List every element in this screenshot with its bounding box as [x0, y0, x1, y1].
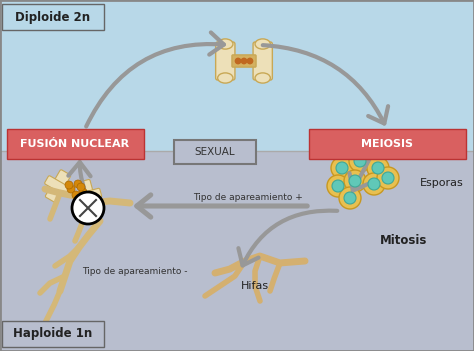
- Circle shape: [363, 173, 385, 195]
- Text: Mitosis: Mitosis: [380, 234, 428, 247]
- Text: Tipo de apareamiento +: Tipo de apareamiento +: [193, 193, 303, 203]
- Circle shape: [79, 188, 87, 196]
- FancyBboxPatch shape: [309, 129, 466, 159]
- Circle shape: [349, 175, 361, 187]
- FancyBboxPatch shape: [2, 4, 104, 30]
- Circle shape: [344, 170, 366, 192]
- Text: Tipo de apareamiento -: Tipo de apareamiento -: [82, 266, 188, 276]
- Circle shape: [327, 175, 349, 197]
- Text: FUSIÓN NUCLEAR: FUSIÓN NUCLEAR: [20, 139, 129, 149]
- Text: Hifas: Hifas: [241, 281, 269, 291]
- Circle shape: [382, 172, 394, 184]
- Circle shape: [67, 185, 75, 193]
- FancyArrowPatch shape: [86, 32, 224, 126]
- Ellipse shape: [255, 73, 270, 83]
- Circle shape: [74, 180, 82, 188]
- Circle shape: [241, 58, 247, 64]
- Ellipse shape: [255, 39, 270, 49]
- Circle shape: [332, 180, 344, 192]
- FancyBboxPatch shape: [74, 188, 102, 204]
- FancyBboxPatch shape: [232, 55, 256, 67]
- Circle shape: [235, 58, 241, 64]
- Circle shape: [336, 162, 348, 174]
- Circle shape: [72, 191, 80, 199]
- FancyBboxPatch shape: [7, 129, 144, 159]
- Circle shape: [368, 178, 380, 190]
- Circle shape: [377, 167, 399, 189]
- FancyArrowPatch shape: [68, 162, 91, 188]
- FancyBboxPatch shape: [2, 321, 104, 347]
- FancyBboxPatch shape: [78, 179, 98, 212]
- Circle shape: [367, 157, 389, 179]
- Circle shape: [246, 58, 253, 64]
- Circle shape: [72, 192, 104, 224]
- Text: MEIOSIS: MEIOSIS: [361, 139, 413, 149]
- FancyArrowPatch shape: [137, 195, 307, 217]
- Bar: [0, 0, 474, 151]
- Circle shape: [344, 192, 356, 204]
- Circle shape: [354, 155, 366, 167]
- Bar: [0, 151, 474, 351]
- FancyArrowPatch shape: [238, 211, 337, 265]
- Circle shape: [349, 150, 371, 172]
- FancyBboxPatch shape: [174, 140, 256, 164]
- FancyBboxPatch shape: [216, 42, 235, 80]
- Circle shape: [77, 183, 85, 191]
- FancyBboxPatch shape: [45, 176, 71, 196]
- Text: Esporas: Esporas: [420, 178, 464, 188]
- FancyArrowPatch shape: [263, 45, 388, 124]
- Circle shape: [372, 162, 384, 174]
- Text: SEXUAL: SEXUAL: [195, 147, 235, 157]
- Ellipse shape: [218, 73, 233, 83]
- Circle shape: [331, 157, 353, 179]
- FancyArrowPatch shape: [349, 160, 369, 191]
- FancyBboxPatch shape: [253, 42, 273, 80]
- Circle shape: [65, 181, 73, 189]
- Circle shape: [339, 187, 361, 209]
- Text: Diploide 2n: Diploide 2n: [16, 11, 91, 24]
- Text: Haploide 1n: Haploide 1n: [13, 327, 92, 340]
- Ellipse shape: [218, 39, 233, 49]
- FancyBboxPatch shape: [46, 170, 71, 202]
